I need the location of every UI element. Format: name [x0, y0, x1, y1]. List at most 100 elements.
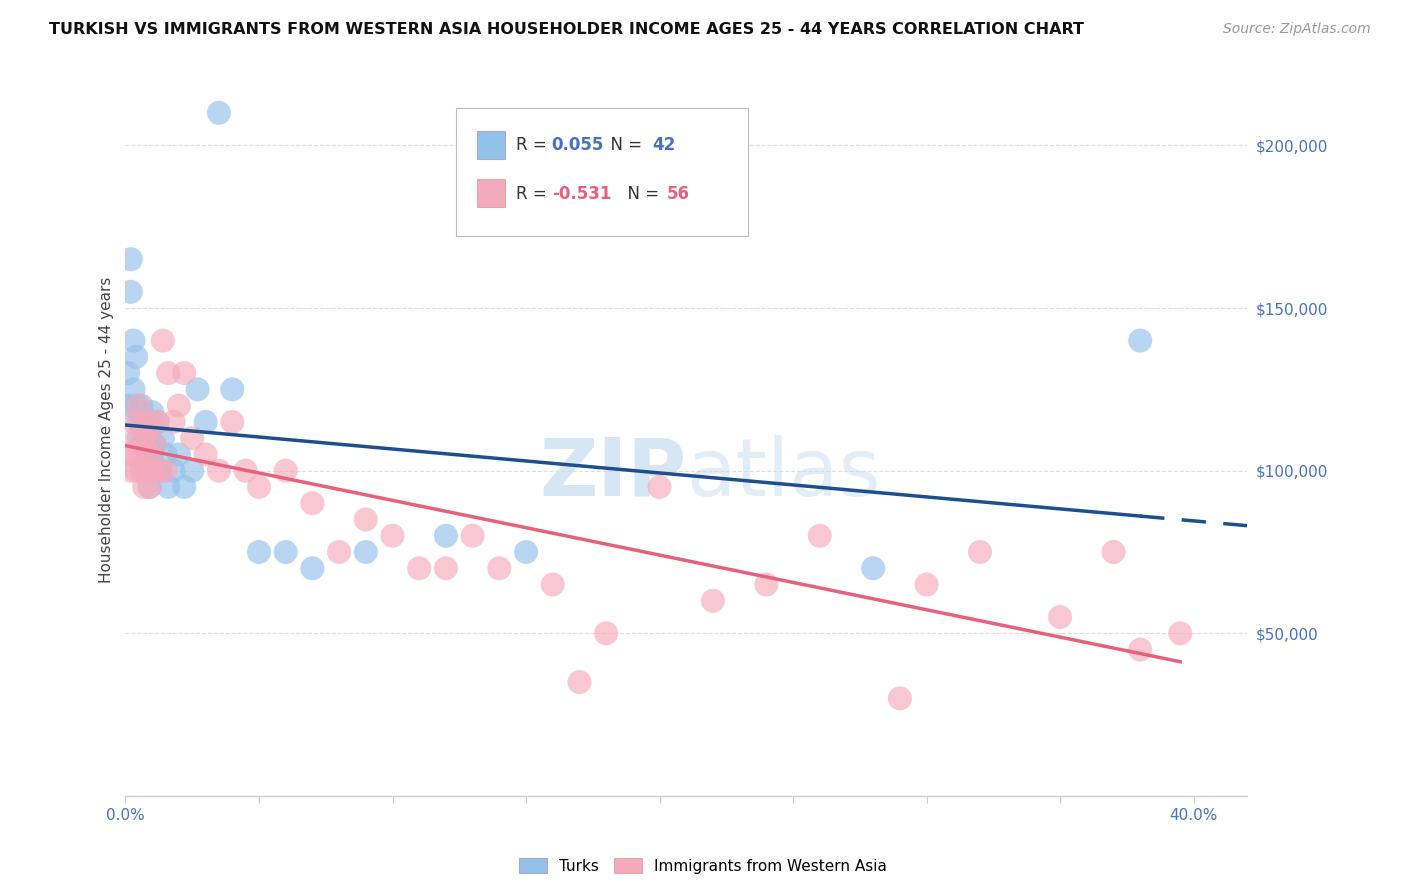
Point	[301, 561, 323, 575]
Point	[162, 415, 184, 429]
Point	[568, 675, 591, 690]
Text: 0.055: 0.055	[551, 136, 605, 153]
Point	[128, 415, 150, 429]
Text: N =: N =	[617, 186, 664, 203]
Point	[1129, 334, 1152, 348]
Point	[138, 480, 160, 494]
Point	[434, 561, 457, 575]
Point	[274, 464, 297, 478]
Text: 42: 42	[652, 136, 676, 153]
FancyBboxPatch shape	[477, 179, 505, 207]
Point	[131, 399, 153, 413]
Point	[128, 399, 150, 413]
Point	[143, 437, 166, 451]
Point	[149, 464, 172, 478]
Point	[125, 464, 148, 478]
Point	[135, 431, 157, 445]
Point	[354, 545, 377, 559]
Point	[155, 464, 177, 478]
Point	[131, 437, 153, 451]
Point	[354, 512, 377, 526]
Point	[135, 464, 157, 478]
Point	[1129, 642, 1152, 657]
Point	[915, 577, 938, 591]
Point	[120, 464, 142, 478]
Point	[141, 464, 163, 478]
Point	[122, 415, 145, 429]
Y-axis label: Householder Income Ages 25 - 44 years: Householder Income Ages 25 - 44 years	[100, 277, 114, 583]
Point	[131, 464, 153, 478]
Point	[434, 529, 457, 543]
Point	[157, 366, 180, 380]
Point	[149, 464, 172, 478]
Point	[247, 480, 270, 494]
Point	[247, 545, 270, 559]
Point	[328, 545, 350, 559]
Point	[1049, 610, 1071, 624]
Point	[120, 285, 142, 299]
Point	[702, 594, 724, 608]
Point	[808, 529, 831, 543]
Point	[155, 447, 177, 461]
Text: ZIP: ZIP	[538, 435, 686, 513]
Point	[1168, 626, 1191, 640]
Text: atlas: atlas	[686, 435, 880, 513]
Text: -0.531: -0.531	[551, 186, 612, 203]
Point	[120, 252, 142, 267]
Point	[862, 561, 884, 575]
Point	[515, 545, 537, 559]
Point	[128, 447, 150, 461]
Point	[221, 382, 243, 396]
Point	[117, 447, 139, 461]
Point	[128, 431, 150, 445]
Point	[235, 464, 257, 478]
Point	[134, 431, 156, 445]
Point	[408, 561, 430, 575]
Point	[167, 447, 190, 461]
Point	[541, 577, 564, 591]
Point	[221, 415, 243, 429]
Point	[461, 529, 484, 543]
Text: 56: 56	[668, 186, 690, 203]
Point	[208, 106, 231, 120]
Point	[755, 577, 778, 591]
Point	[889, 691, 911, 706]
Point	[138, 447, 160, 461]
FancyBboxPatch shape	[457, 108, 748, 236]
Point	[173, 366, 195, 380]
Point	[122, 382, 145, 396]
Point	[143, 437, 166, 451]
Point	[187, 382, 209, 396]
Point	[135, 464, 157, 478]
Point	[125, 350, 148, 364]
Point	[152, 431, 174, 445]
Point	[141, 405, 163, 419]
Point	[134, 447, 156, 461]
Point	[1102, 545, 1125, 559]
Point	[167, 399, 190, 413]
Point	[138, 480, 160, 494]
Point	[208, 464, 231, 478]
FancyBboxPatch shape	[477, 131, 505, 159]
Text: N =: N =	[600, 136, 647, 153]
Text: TURKISH VS IMMIGRANTS FROM WESTERN ASIA HOUSEHOLDER INCOME AGES 25 - 44 YEARS CO: TURKISH VS IMMIGRANTS FROM WESTERN ASIA …	[49, 22, 1084, 37]
Text: R =: R =	[516, 186, 551, 203]
Point	[146, 415, 169, 429]
Point	[134, 480, 156, 494]
Point	[122, 447, 145, 461]
Point	[301, 496, 323, 510]
Point	[173, 480, 195, 494]
Text: R =: R =	[516, 136, 551, 153]
Point	[135, 425, 157, 439]
Point	[488, 561, 510, 575]
Point	[194, 415, 217, 429]
Point	[125, 431, 148, 445]
Point	[381, 529, 404, 543]
Point	[648, 480, 671, 494]
Point	[152, 334, 174, 348]
Point	[274, 545, 297, 559]
Legend: Turks, Immigrants from Western Asia: Turks, Immigrants from Western Asia	[513, 852, 893, 880]
Point	[117, 399, 139, 413]
Point	[141, 415, 163, 429]
Point	[125, 399, 148, 413]
